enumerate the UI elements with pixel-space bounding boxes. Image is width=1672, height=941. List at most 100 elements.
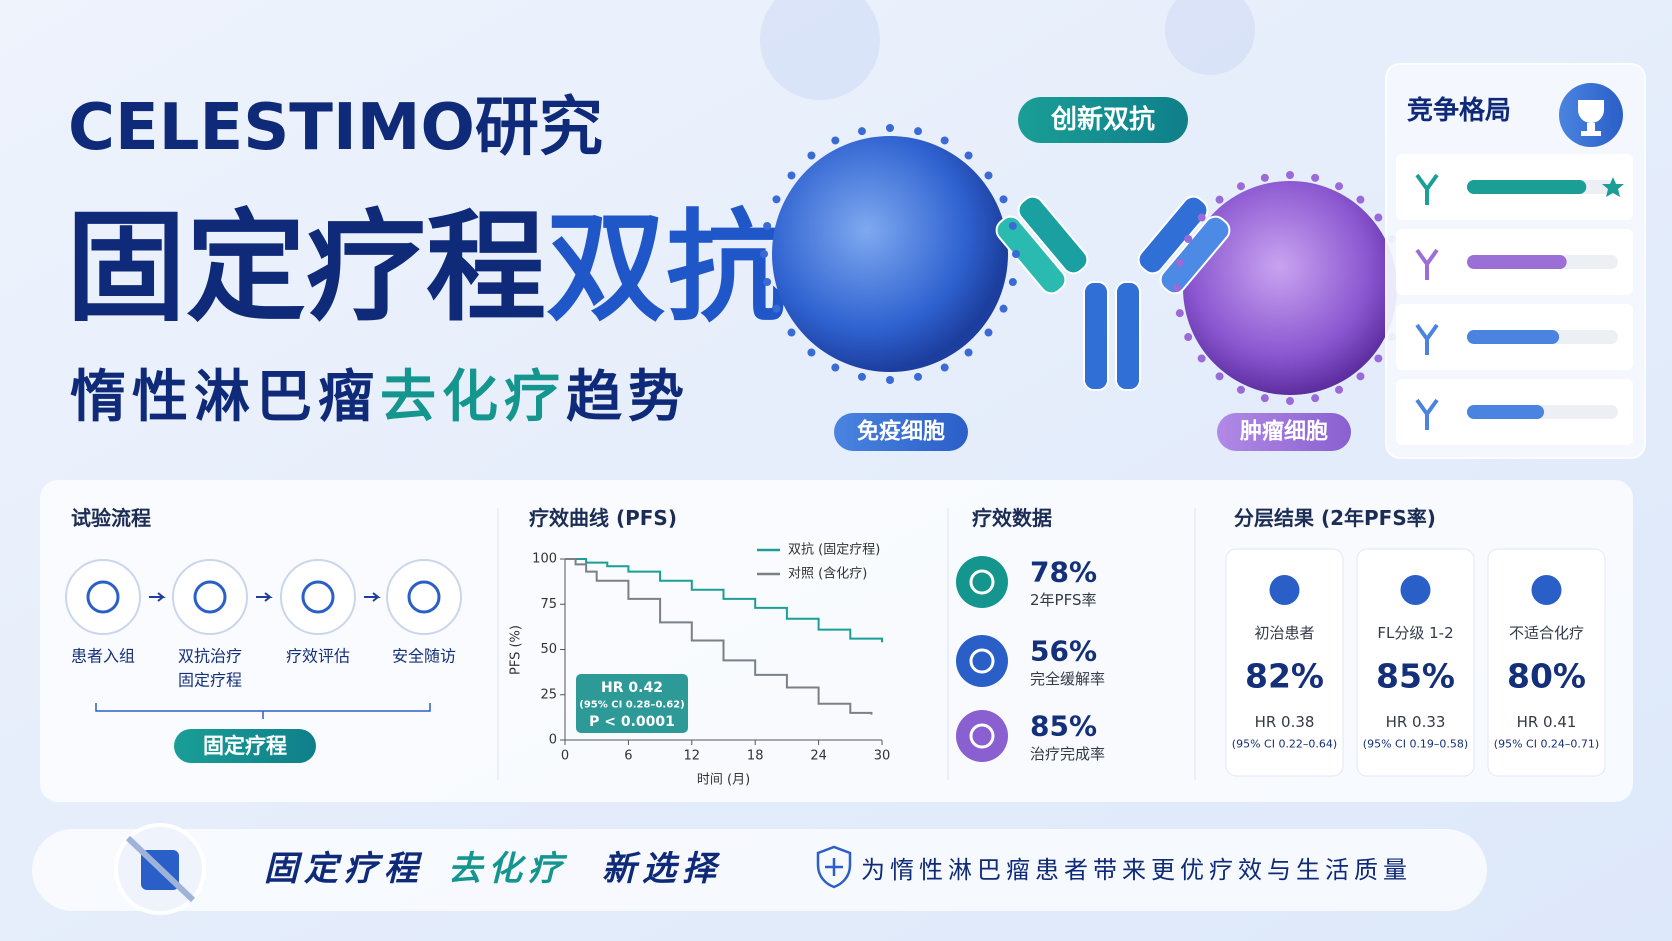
efficacy-value: 56%: [1030, 635, 1097, 668]
cell-spike: [1335, 182, 1344, 191]
cell-spike: [1311, 173, 1320, 182]
cell-spike: [807, 348, 816, 357]
headline: 固定疗程双抗: [66, 199, 786, 338]
cell-spike: [1236, 182, 1245, 191]
cell-spike: [1012, 250, 1020, 258]
subgroup-icon: [1269, 575, 1300, 605]
cell-spike: [964, 151, 973, 160]
cell-spike: [772, 195, 781, 204]
subgroup-label: FL分级 1-2: [1377, 624, 1453, 642]
efficacy-value: 78%: [1030, 556, 1097, 589]
subgroup-icon: [1531, 575, 1562, 605]
banner: [32, 829, 1487, 911]
cell-spike: [940, 136, 949, 145]
cell-spike: [1215, 372, 1224, 381]
antibody: [995, 195, 1231, 391]
slogan: 固定疗程 去化疗 新选择: [264, 849, 722, 889]
decor: [760, 0, 880, 100]
antibody-icon: [1415, 173, 1439, 205]
x-tick-label: 18: [747, 749, 764, 764]
cell-spike: [787, 328, 796, 337]
competition-bar: [1467, 180, 1587, 194]
cell-spike: [886, 124, 894, 132]
cell-spike: [1173, 284, 1181, 292]
headline-part: 固定疗程: [66, 199, 546, 338]
cell-spike: [914, 127, 923, 136]
competition-bar: [1467, 330, 1560, 344]
x-axis-label: 时间 (月): [697, 773, 750, 788]
competition-title: 竞争格局: [1407, 95, 1511, 126]
y-tick-label: 100: [532, 552, 557, 567]
banner-message: 为惰性淋巴瘤患者带来更优疗效与生活质量: [861, 856, 1412, 884]
cell-spike: [1335, 385, 1344, 394]
survival-curve: [565, 558, 883, 643]
cell-spike: [1175, 258, 1184, 267]
pfs-chart: 0 25 50 75 100 0 6 12 18 24 30 时间 (月) PFS (%) 双抗 (固定疗…: [509, 543, 891, 788]
antibody-icon: [1415, 323, 1439, 355]
subgroup-ci: (95% CI 0.22–0.64): [1232, 738, 1337, 751]
label-pill: [834, 413, 968, 451]
hr-box: [576, 674, 688, 733]
section-title: 分层结果 (2年PFS率): [1234, 506, 1436, 530]
efficacy-label: 2年PFS率: [1030, 591, 1096, 609]
subgroup-value: 82%: [1245, 657, 1324, 696]
antibody-icon: [1415, 398, 1439, 430]
hr-text: (95% CI 0.28–0.62): [579, 700, 684, 711]
survival-curve: [565, 558, 873, 715]
badge-text: 创新双抗: [1050, 104, 1155, 135]
cell-spike: [772, 304, 781, 313]
section-title: 试验流程: [71, 506, 151, 530]
competition-bar: [1467, 405, 1545, 419]
cell-spike: [964, 348, 973, 357]
immune-label: 免疫细胞: [857, 419, 945, 445]
trophy-shape: [1578, 100, 1604, 136]
section-title: 疗效曲线 (PFS): [529, 506, 677, 530]
step-glyph: [193, 580, 227, 614]
x-tick-label: 0: [561, 749, 569, 764]
cell-spike: [1311, 394, 1320, 403]
hr-text: P < 0.0001: [589, 714, 675, 730]
star-icon: [1602, 177, 1624, 197]
step-glyph: [301, 580, 335, 614]
step-icon: [280, 559, 356, 635]
step-label: 双抗治疗: [178, 647, 242, 666]
subtitle: 惰性淋巴瘤去化疗趋势: [70, 365, 690, 430]
cell-spike: [984, 328, 993, 337]
slogan-part: 固定疗程: [264, 849, 424, 889]
efficacy-icon: [956, 635, 1008, 687]
cell-spike: [1286, 397, 1294, 405]
shield-icon: [816, 845, 852, 889]
tumor-cell: [1183, 181, 1397, 395]
cell-spike: [763, 221, 772, 230]
cell-spike: [857, 372, 866, 381]
cell-spike: [760, 250, 768, 258]
efficacy-glyph: [969, 648, 995, 674]
cell-spike: [1374, 354, 1383, 363]
cell-spike: [787, 171, 796, 180]
label-pill: [1217, 413, 1351, 451]
bracket-label: 固定疗程: [203, 734, 287, 758]
subgroup-icon: [1400, 575, 1431, 605]
y-tick-label: 50: [540, 642, 557, 657]
headline-part: 双抗: [546, 199, 786, 338]
step-glyph: [86, 580, 120, 614]
cell-spike: [1286, 171, 1294, 179]
efficacy-value: 85%: [1030, 710, 1097, 743]
cell-spike: [984, 171, 993, 180]
step-label: 安全随访: [392, 647, 456, 666]
cell-spike: [940, 363, 949, 372]
subtitle-part: 趋势: [566, 365, 690, 430]
subgroup-hr: HR 0.33: [1386, 713, 1446, 731]
cell-spike: [831, 136, 840, 145]
subtitle-part: 惰性淋巴瘤: [70, 365, 380, 430]
no-sign: [125, 835, 196, 903]
step-arrow: [149, 592, 166, 602]
cell-spike: [1175, 309, 1184, 318]
step-icon: [386, 559, 462, 635]
cell-spike: [1184, 234, 1193, 243]
subgroup-card: [1487, 548, 1606, 777]
competition-bar: [1467, 255, 1567, 269]
subgroup-hr: HR 0.38: [1255, 713, 1315, 731]
